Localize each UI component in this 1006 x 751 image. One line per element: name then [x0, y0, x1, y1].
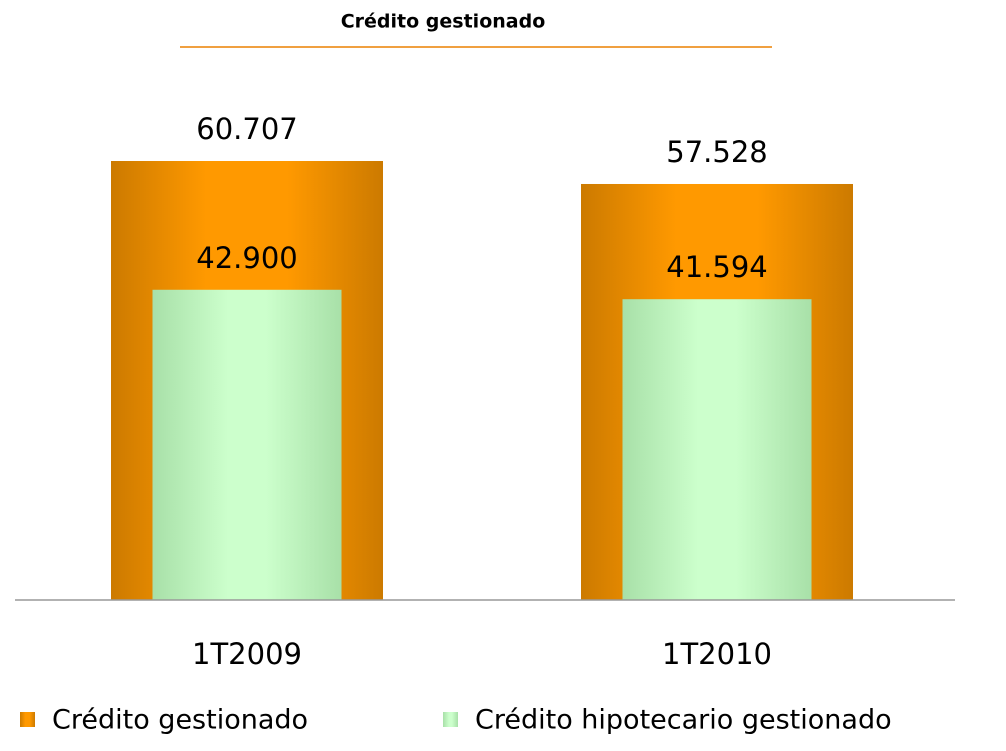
- legend-swatch: [443, 712, 458, 727]
- value-label: 60.707: [196, 112, 297, 146]
- chart-title: Crédito gestionado: [341, 11, 546, 33]
- value-label: 41.594: [666, 250, 767, 284]
- bar: [152, 289, 342, 600]
- value-label: 42.900: [196, 241, 297, 275]
- x-tick-label: 1T2009: [192, 637, 302, 671]
- legend-label: Crédito gestionado: [52, 705, 308, 736]
- legend-label: Crédito hipotecario gestionado: [475, 705, 892, 736]
- bar: [622, 299, 812, 600]
- legend-swatch: [20, 712, 35, 727]
- value-label: 57.528: [666, 135, 767, 169]
- x-tick-label: 1T2010: [662, 637, 772, 671]
